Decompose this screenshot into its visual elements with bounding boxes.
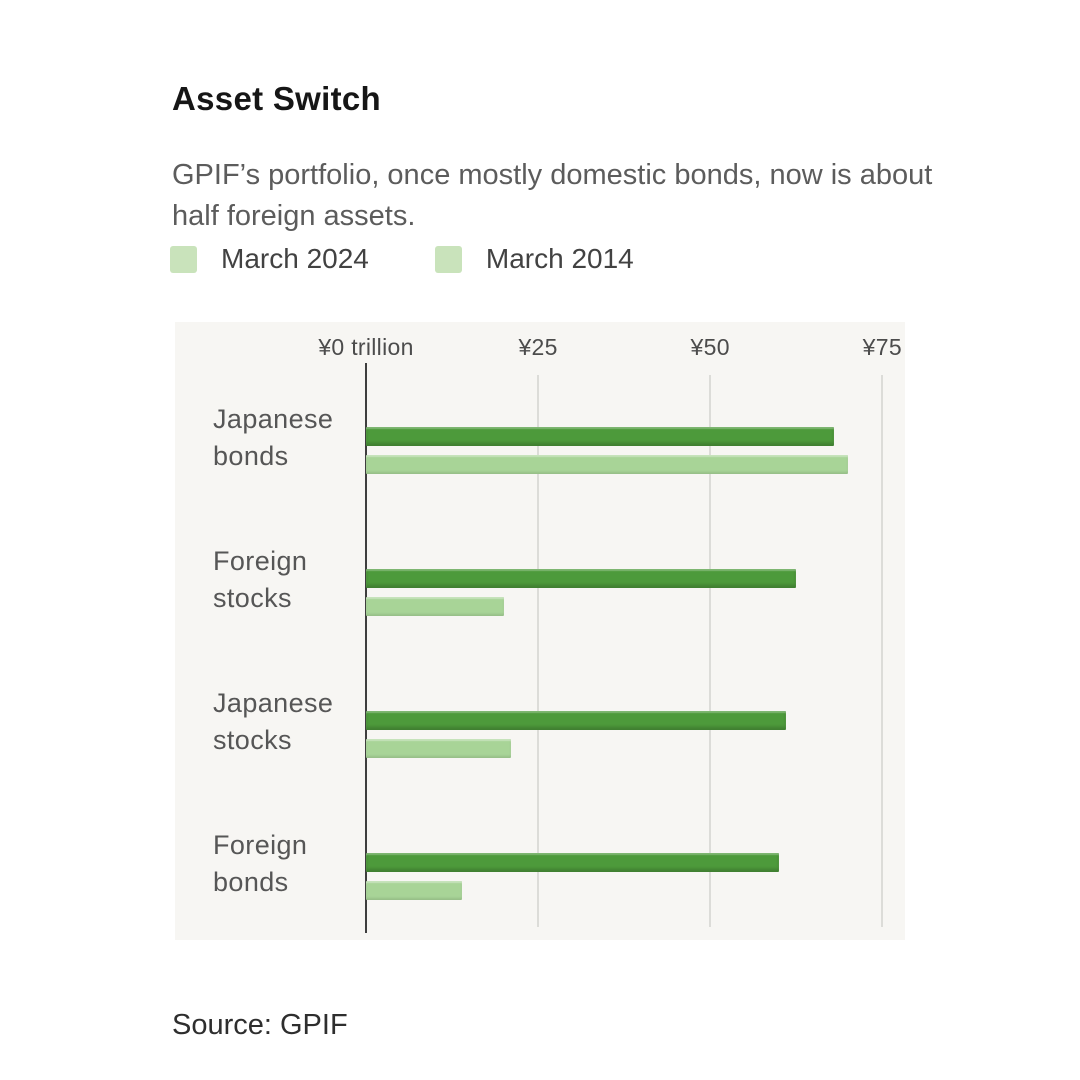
y-axis-line xyxy=(365,363,367,933)
page-title: Asset Switch xyxy=(172,80,381,118)
bar-chart: ¥0 trillion ¥25 ¥50 ¥75 Japanese bonds Foreign… xyxy=(175,322,905,940)
legend-swatch-icon xyxy=(170,245,197,273)
bar-march-2024-foreign-stocks xyxy=(366,569,796,588)
legend-item-march-2014: March 2014 xyxy=(434,243,634,275)
gridline xyxy=(709,375,712,927)
legend-label: March 2024 xyxy=(221,243,369,274)
legend-swatch-icon xyxy=(434,245,462,273)
category-label-foreign-stocks: Foreign stocks xyxy=(213,546,308,613)
category-label-japanese-stocks: Japanese stocks xyxy=(213,688,334,755)
x-axis-tick-label: ¥50 xyxy=(690,334,730,360)
x-axis-tick-label: ¥0 trillion xyxy=(318,334,414,360)
bar-march-2014-japanese-bonds xyxy=(366,455,848,474)
bar-march-2024-japanese-bonds xyxy=(366,427,834,446)
bar-march-2024-foreign-bonds xyxy=(366,853,779,872)
bar-march-2014-foreign-bonds xyxy=(366,881,462,900)
category-label-japanese-bonds: Japanese bonds xyxy=(213,404,334,471)
bar-march-2014-foreign-stocks xyxy=(366,597,504,616)
chart-legend: March 2024 March 2014 xyxy=(170,243,634,275)
category-label-foreign-bonds: Foreign bonds xyxy=(213,830,308,897)
gridline xyxy=(537,375,540,927)
gridline xyxy=(881,375,884,927)
legend-item-march-2024: March 2024 xyxy=(170,243,369,275)
legend-label: March 2014 xyxy=(485,243,634,274)
page-subtitle: GPIF’s portfolio, once mostly domestic b… xyxy=(172,159,933,232)
x-axis-tick-label: ¥75 xyxy=(862,334,902,360)
bar-march-2014-japanese-stocks xyxy=(366,739,511,758)
source-note: Source: GPIF xyxy=(172,1009,348,1041)
x-axis-tick-label: ¥25 xyxy=(518,334,558,360)
bar-march-2024-japanese-stocks xyxy=(366,711,786,730)
